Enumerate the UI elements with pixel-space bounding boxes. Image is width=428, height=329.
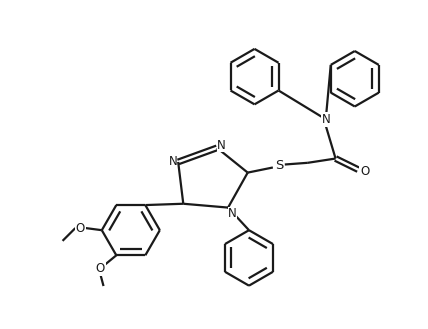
Text: O: O: [360, 165, 369, 178]
Text: N: N: [228, 207, 237, 220]
Text: N: N: [217, 139, 226, 152]
Text: O: O: [76, 221, 85, 235]
Text: O: O: [95, 262, 105, 275]
Text: S: S: [275, 159, 283, 172]
Text: N: N: [169, 155, 178, 167]
Text: N: N: [322, 113, 331, 126]
